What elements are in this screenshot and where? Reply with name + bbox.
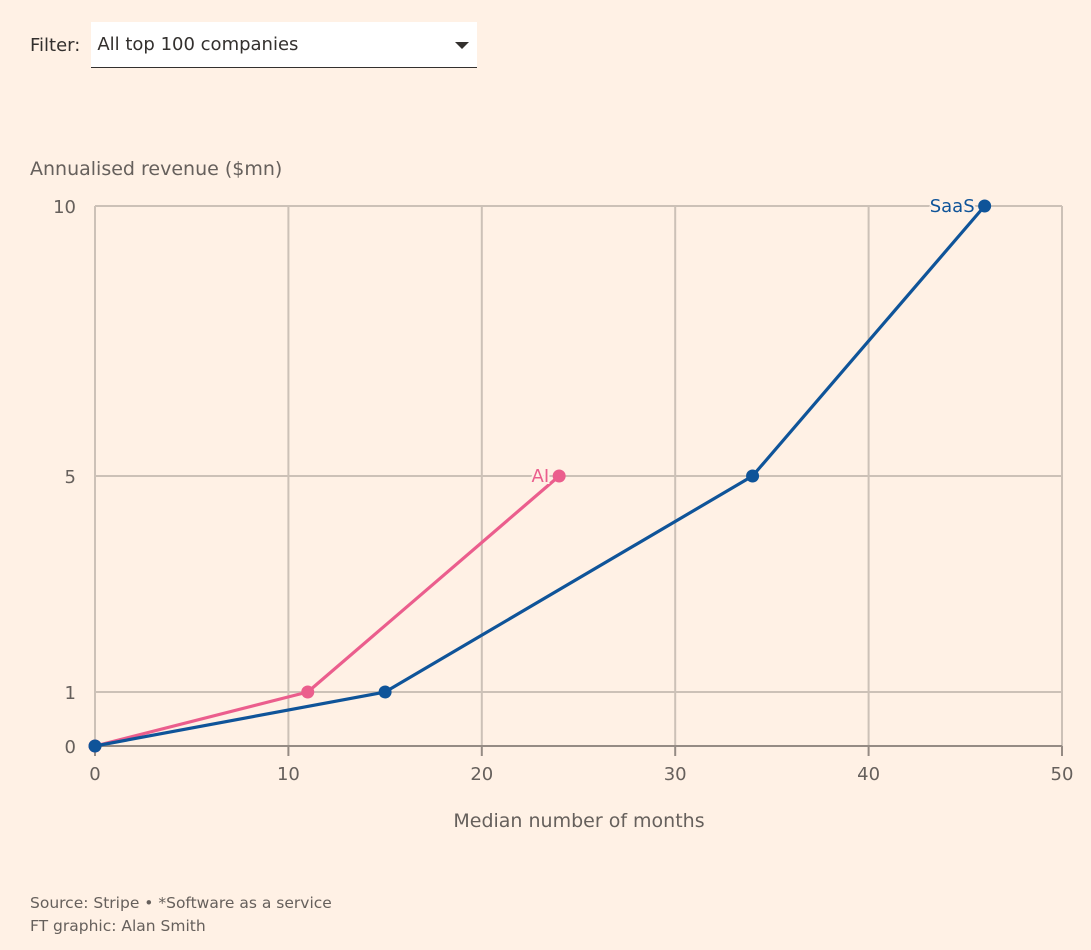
data-point-ai	[552, 469, 566, 483]
series-label-ai: AI	[532, 466, 550, 487]
data-point-ai	[301, 685, 315, 699]
chevron-down-icon[interactable]	[455, 42, 470, 49]
data-point-saas	[978, 199, 992, 213]
x-tick-label: 30	[664, 764, 687, 785]
series-line-ai	[94, 474, 561, 748]
source-note: Source: Stripe • *Software as a service	[30, 894, 332, 912]
credit-note: FT graphic: Alan Smith	[30, 917, 206, 935]
x-tick-label: 10	[277, 764, 300, 785]
chart: 0 10 20 30 40 50 0 1 5 10 AI SaaS	[53, 194, 1074, 785]
y-tick-label: 0	[65, 737, 76, 758]
y-tick-label: 5	[65, 467, 76, 488]
filter-row: Filter: All top 100 companies	[30, 22, 478, 68]
y-axis-label: Annualised revenue ($mn)	[30, 158, 283, 180]
x-tick-label: 20	[470, 764, 493, 785]
x-axis-label: Median number of months	[453, 810, 705, 832]
data-point-saas	[746, 469, 760, 483]
y-tick-label: 10	[53, 197, 76, 218]
filter-label: Filter:	[30, 34, 81, 56]
series-line-saas	[94, 204, 986, 748]
x-tick-label: 0	[89, 764, 100, 785]
filter-dropdown[interactable]: All top 100 companies	[91, 22, 478, 68]
filter-selected-value: All top 100 companies	[97, 34, 299, 55]
series-label-saas: SaaS	[930, 196, 975, 217]
data-point-saas	[378, 685, 392, 699]
data-point-saas	[88, 739, 102, 753]
x-tick-label: 50	[1051, 764, 1074, 785]
footer: Source: Stripe • *Software as a service …	[30, 892, 332, 938]
x-tick-label: 40	[857, 764, 880, 785]
y-tick-label: 1	[65, 683, 76, 704]
